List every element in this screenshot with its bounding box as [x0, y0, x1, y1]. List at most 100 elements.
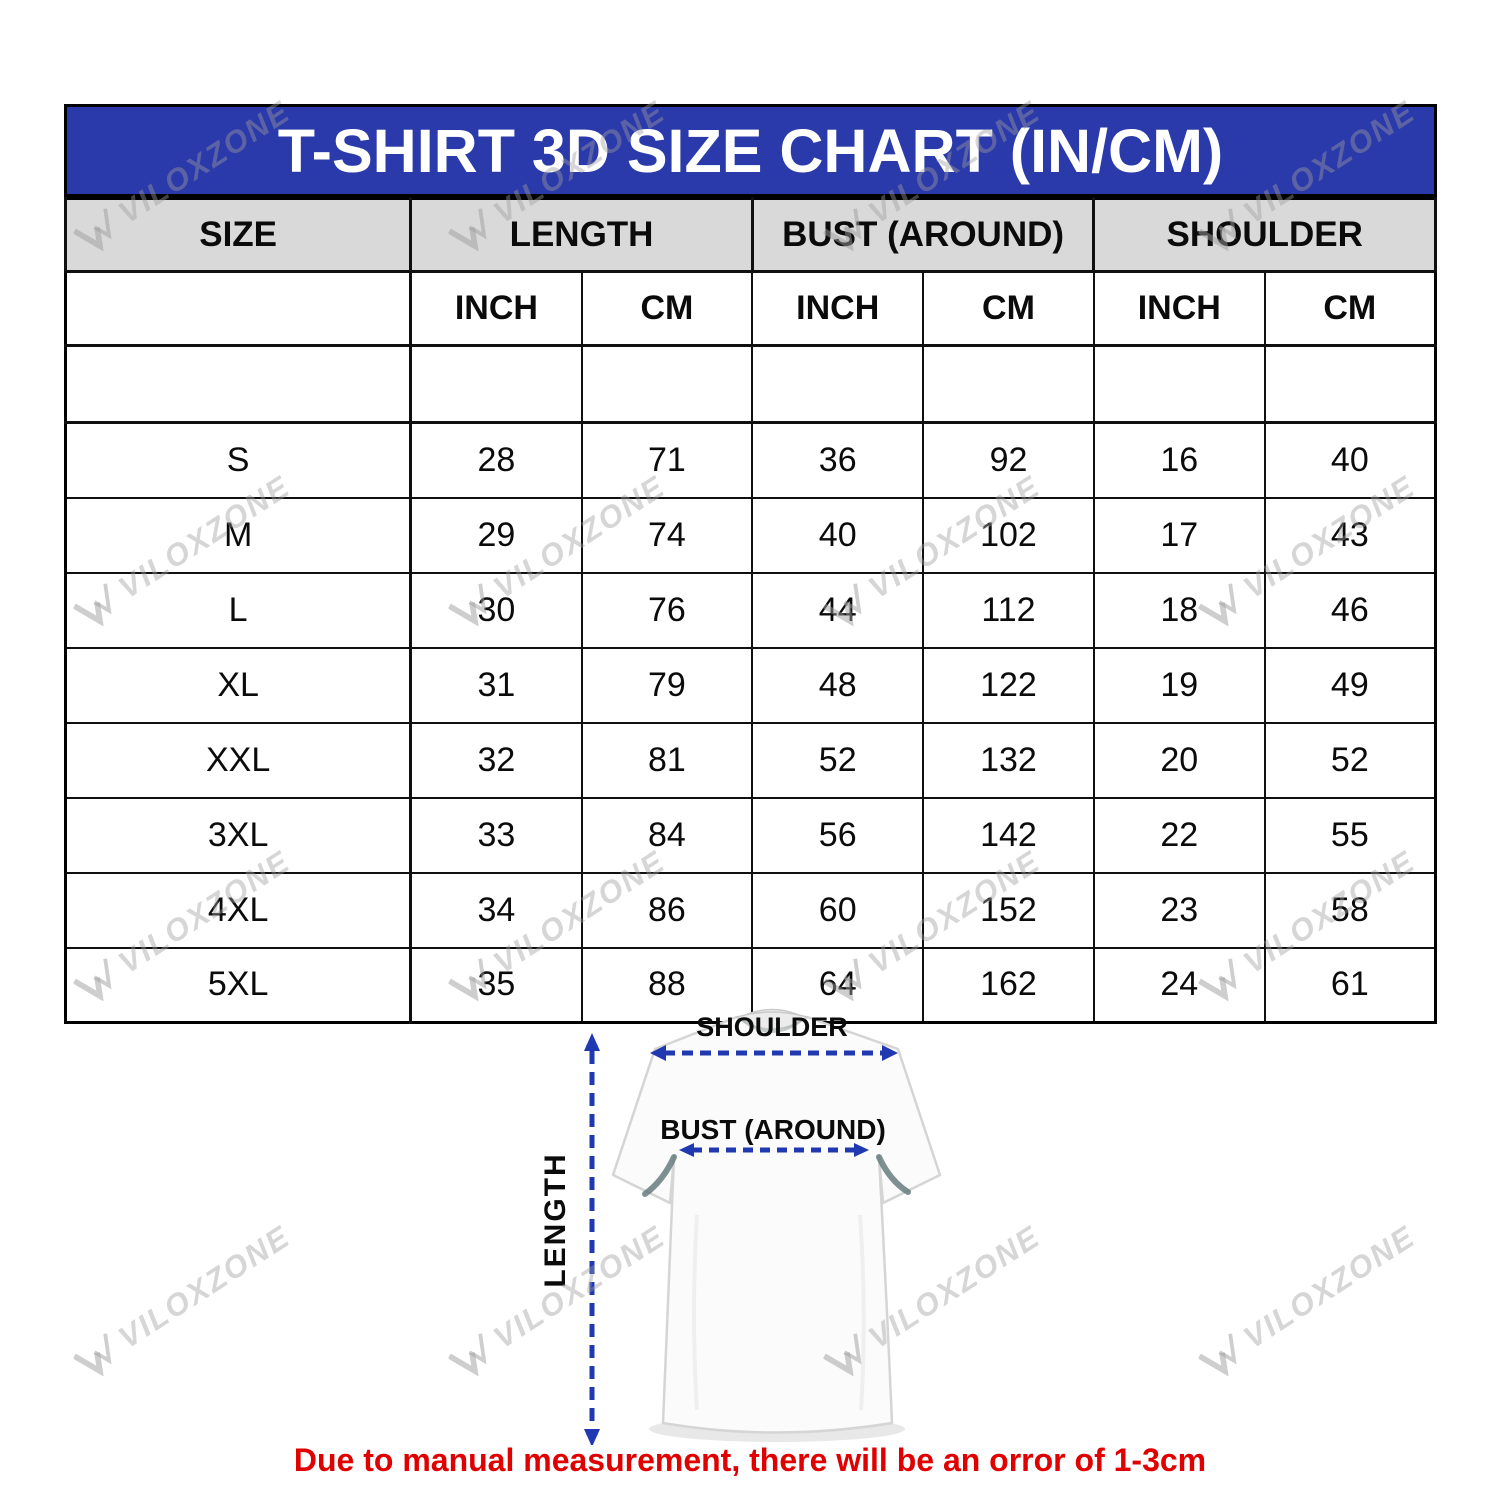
value-cell	[1263, 344, 1437, 424]
col-header-length: LENGTH	[409, 197, 754, 273]
watermark: VILOXZONE	[70, 1218, 298, 1384]
value-cell: 81	[580, 721, 754, 799]
fold-line	[692, 1214, 699, 1411]
unit-header-row: INCH CM INCH CM INCH CM	[64, 270, 1437, 347]
viloxzone-logo-icon	[447, 1333, 487, 1377]
watermark-text: VILOXZONE	[1237, 1218, 1422, 1356]
value-cell: 34	[409, 871, 583, 949]
size-cell: 5XL	[64, 946, 413, 1024]
value-cell: 92	[922, 421, 1095, 499]
col-header-shoulder: SHOULDER	[1092, 197, 1437, 273]
value-cell	[922, 344, 1095, 424]
length-label: LENGTH	[539, 1152, 572, 1288]
chart-title-bar: T-SHIRT 3D SIZE CHART (IN/CM)	[64, 104, 1437, 197]
collar-shadow	[740, 1017, 804, 1033]
value-cell	[1092, 344, 1266, 424]
bust-label: BUST (AROUND)	[660, 1114, 886, 1145]
footnote-text: Due to manual measurement, there will be…	[293, 1442, 1207, 1478]
value-cell: 48	[751, 646, 925, 724]
value-cell: 24	[1092, 946, 1266, 1024]
watermark: VILOXZONE	[1195, 1218, 1423, 1384]
value-cell: 76	[580, 571, 754, 649]
value-cell: 16	[1092, 421, 1266, 499]
value-cell: 35	[409, 946, 583, 1024]
table-row: XL 31 79 48 122 19 49	[64, 646, 1437, 724]
unit-header-bust-cm: CM	[922, 270, 1095, 347]
size-table: SIZE LENGTH BUST (AROUND) SHOULDER INCH …	[63, 197, 1437, 1024]
value-cell: 19	[1092, 646, 1266, 724]
table-row: 5XL 35 88 64 162 24 61	[64, 946, 1437, 1024]
value-cell: 112	[922, 571, 1095, 649]
size-chart: T-SHIRT 3D SIZE CHART (IN/CM) SIZE LENGT…	[63, 104, 1437, 1024]
group-header-row: SIZE LENGTH BUST (AROUND) SHOULDER	[63, 197, 1437, 273]
value-cell: 102	[922, 496, 1095, 574]
value-cell: 71	[580, 421, 754, 499]
value-cell: 23	[1092, 871, 1266, 949]
chart-title: T-SHIRT 3D SIZE CHART (IN/CM)	[277, 116, 1224, 185]
size-cell: XXL	[64, 721, 413, 799]
value-cell: 29	[409, 496, 583, 574]
value-cell: 33	[409, 796, 583, 874]
size-cell: L	[64, 571, 413, 649]
watermark-text: VILOXZONE	[112, 1218, 297, 1356]
value-cell: 74	[580, 496, 754, 574]
unit-header-shoulder-cm: CM	[1263, 270, 1437, 347]
table-row: M 29 74 40 102 17 43	[64, 496, 1437, 574]
unit-header-length-inch: INCH	[409, 270, 583, 347]
value-cell: 52	[751, 721, 925, 799]
value-cell: 40	[1263, 421, 1437, 499]
col-header-size: SIZE	[63, 197, 413, 273]
value-cell: 84	[580, 796, 754, 874]
unit-header-shoulder-inch: INCH	[1092, 270, 1266, 347]
value-cell: 152	[922, 871, 1095, 949]
unit-header-length-cm: CM	[580, 270, 754, 347]
table-row: XXL 32 81 52 132 20 52	[64, 721, 1437, 799]
size-cell: 3XL	[64, 796, 413, 874]
value-cell: 22	[1092, 796, 1266, 874]
size-cell: XL	[64, 646, 413, 724]
value-cell: 44	[751, 571, 925, 649]
tshirt-collar	[735, 1011, 809, 1030]
value-cell: 40	[751, 496, 925, 574]
value-cell: 61	[1263, 946, 1437, 1024]
size-cell	[64, 344, 413, 424]
value-cell: 18	[1092, 571, 1266, 649]
value-cell: 162	[922, 946, 1095, 1024]
table-row	[64, 344, 1437, 424]
value-cell	[409, 344, 583, 424]
value-cell: 17	[1092, 496, 1266, 574]
viloxzone-logo-icon	[1197, 1333, 1237, 1377]
value-cell: 46	[1263, 571, 1437, 649]
length-arrow	[584, 1033, 600, 1445]
value-cell: 20	[1092, 721, 1266, 799]
value-cell: 142	[922, 796, 1095, 874]
value-cell: 55	[1263, 796, 1437, 874]
shoulder-label: SHOULDER	[696, 1012, 848, 1042]
value-cell	[751, 344, 925, 424]
value-cell: 30	[409, 571, 583, 649]
col-header-bust: BUST (AROUND)	[750, 197, 1096, 273]
bust-arrow	[679, 1143, 869, 1157]
value-cell: 36	[751, 421, 925, 499]
unit-header-blank	[64, 270, 413, 347]
viloxzone-logo-icon	[72, 1333, 112, 1377]
size-cell: 4XL	[64, 871, 413, 949]
value-cell: 58	[1263, 871, 1437, 949]
value-cell: 43	[1263, 496, 1437, 574]
left-armpit-shade	[642, 1154, 677, 1197]
right-armpit-shade	[876, 1154, 911, 1195]
value-cell: 52	[1263, 721, 1437, 799]
value-cell: 60	[751, 871, 925, 949]
table-row: 3XL 33 84 56 142 22 55	[64, 796, 1437, 874]
value-cell: 28	[409, 421, 583, 499]
value-cell: 79	[580, 646, 754, 724]
value-cell: 56	[751, 796, 925, 874]
tshirt-body	[611, 1015, 942, 1434]
size-cell: M	[64, 496, 413, 574]
value-cell: 132	[922, 721, 1095, 799]
value-cell: 88	[580, 946, 754, 1024]
table-row: L 30 76 44 112 18 46	[64, 571, 1437, 649]
size-cell: S	[64, 421, 413, 499]
shoulder-arrow	[650, 1045, 898, 1061]
